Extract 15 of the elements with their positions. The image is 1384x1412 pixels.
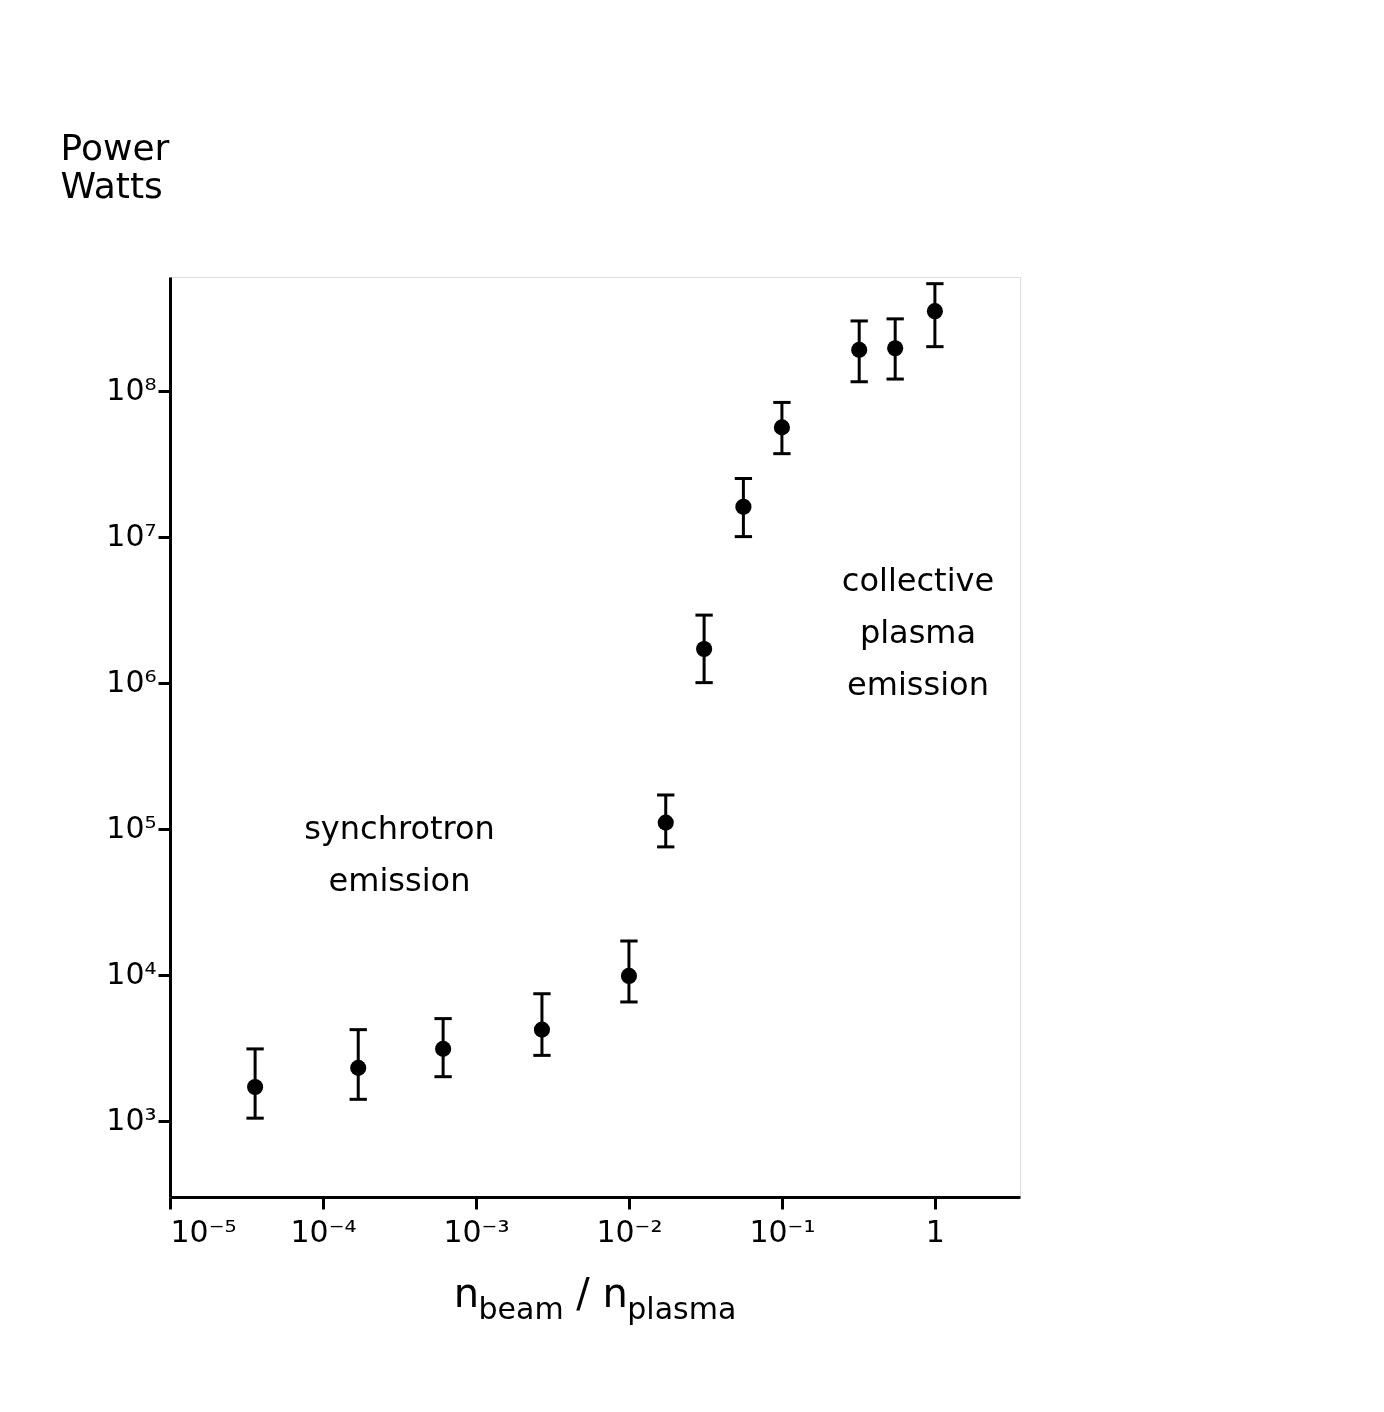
x-tick-label: 10⁻³ [443,1213,510,1249]
x-tick-label: 1 [925,1213,945,1249]
x-tick-label: 10⁻² [596,1213,663,1249]
y-tick-label: 10⁶ [106,664,157,700]
y-tick-label: 10⁵ [106,810,157,846]
y-tick-label: 10³ [106,1102,157,1138]
x-tick-label: 10⁻⁵ [170,1213,237,1249]
annotation: synchrotron emission [304,809,495,899]
y-tick-label: 10⁷ [106,518,157,554]
y-tick-label: 10⁴ [106,956,157,992]
x-tick-label: 10⁻¹ [749,1213,816,1249]
annotation: collective plasma emission [841,560,995,703]
y-axis-title: Power Watts [60,126,170,206]
x-tick-label: 10⁻⁴ [290,1213,357,1249]
y-tick-label: 10⁸ [106,372,157,408]
